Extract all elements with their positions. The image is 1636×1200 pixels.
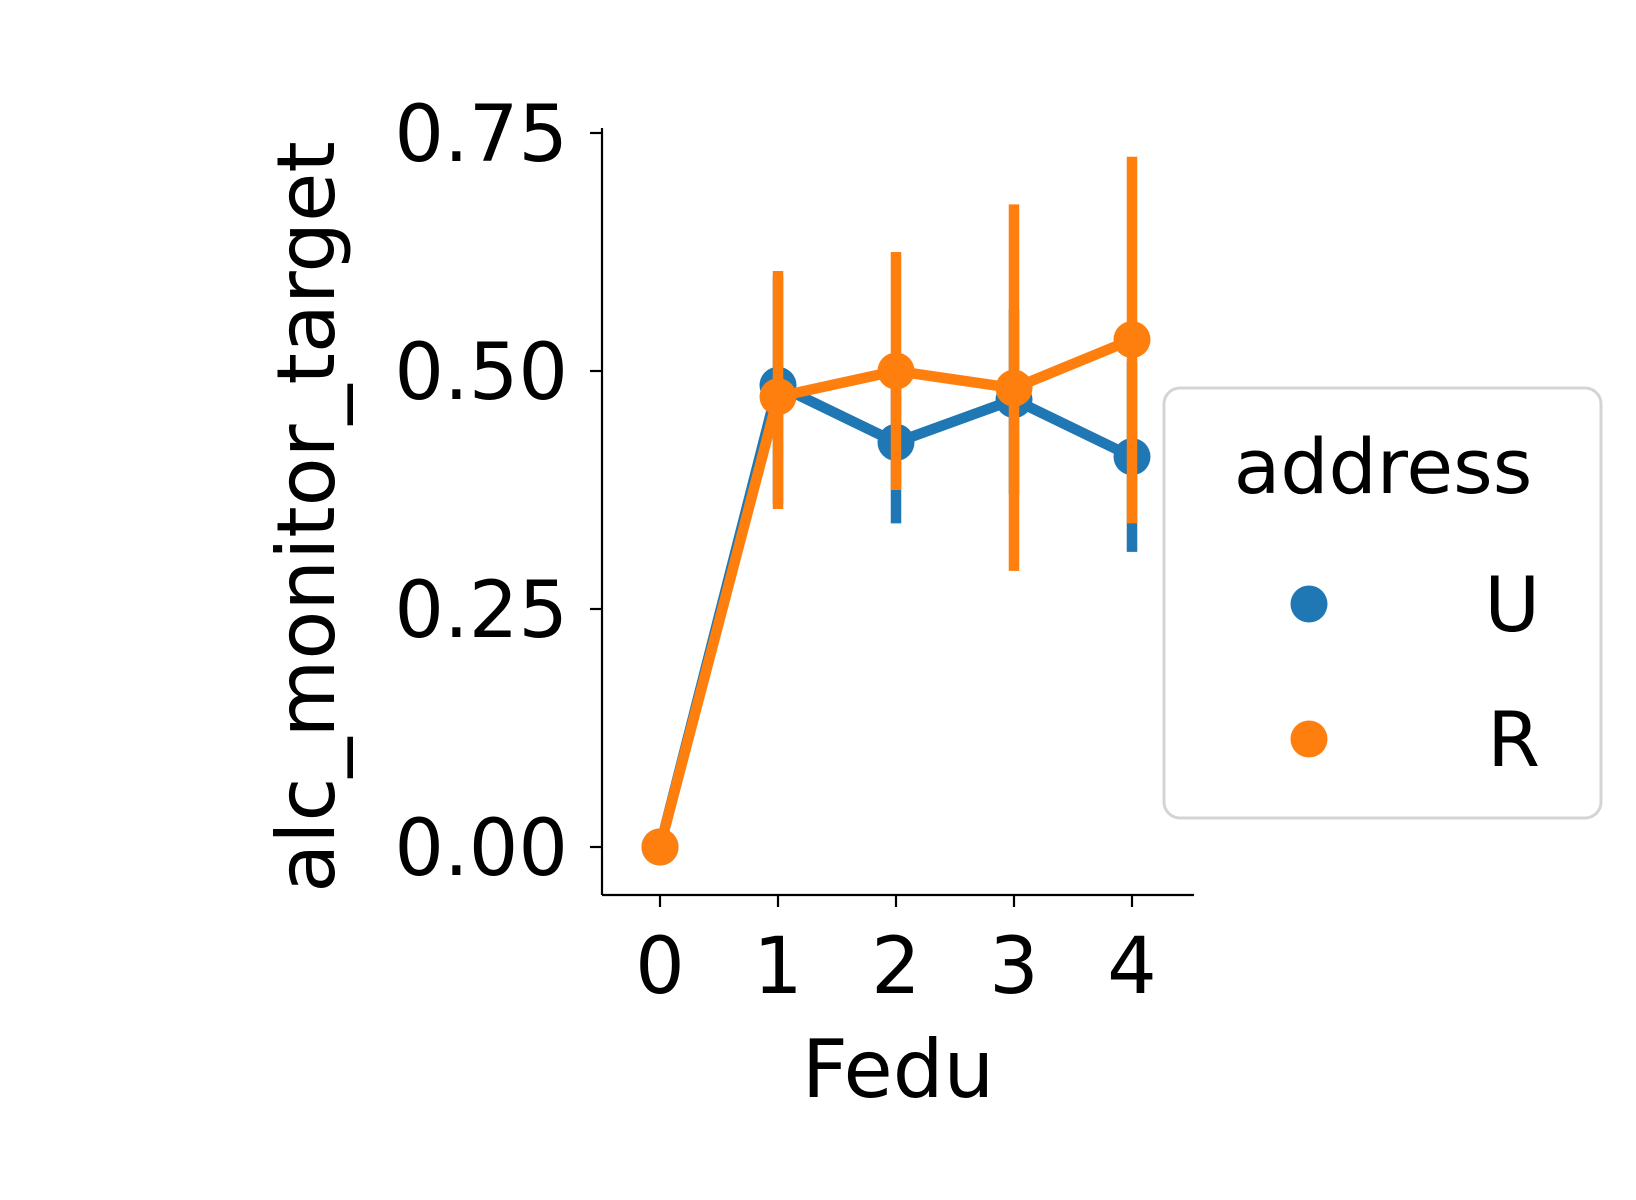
- x-tick-label: 1: [753, 922, 803, 1012]
- data-point: [759, 378, 797, 416]
- x-tick-label: 0: [635, 922, 685, 1012]
- legend-marker: [1290, 585, 1328, 623]
- y-tick-label: 0.00: [394, 804, 568, 894]
- data-point: [877, 352, 915, 390]
- legend-frame: [1162, 386, 1603, 820]
- x-tick-label: 3: [989, 922, 1039, 1012]
- legend-label: R: [1487, 695, 1540, 784]
- y-tick-label: 0.50: [394, 328, 568, 418]
- legend: address UR: [1162, 386, 1603, 820]
- y-axis-title: alc_monitor_target: [260, 141, 353, 892]
- series-R: [641, 156, 1151, 866]
- axes: [600, 128, 1194, 897]
- x-tick-label: 2: [871, 922, 921, 1012]
- legend-title: address: [1234, 422, 1533, 511]
- y-tick-label: 0.75: [394, 90, 568, 180]
- y-tick-label: 0.25: [394, 566, 568, 656]
- data-point: [1113, 321, 1151, 359]
- plot-area: [641, 156, 1151, 866]
- data-point: [641, 828, 679, 866]
- data-point: [995, 369, 1033, 407]
- legend-label: U: [1484, 560, 1540, 649]
- x-tick-label: 4: [1107, 922, 1157, 1012]
- legend-marker: [1290, 720, 1328, 758]
- x-axis-title: Fedu: [802, 1023, 994, 1116]
- y-ticks: 0.00 0.25 0.50 0.75: [394, 90, 602, 894]
